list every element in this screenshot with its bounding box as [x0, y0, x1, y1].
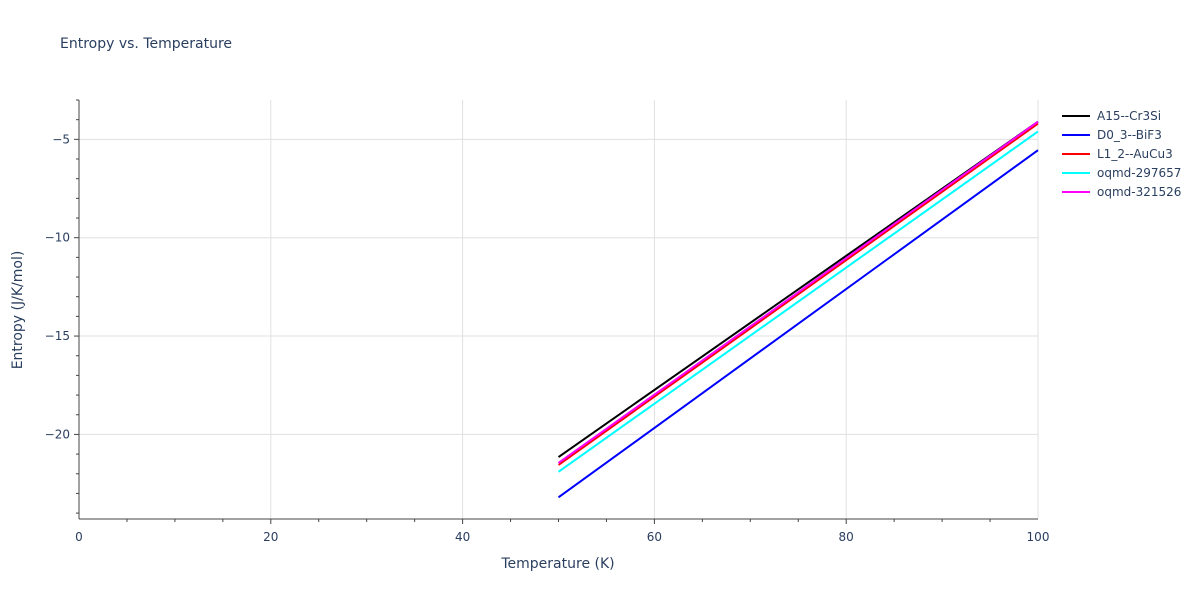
- legend-item[interactable]: oqmd-297657: [1062, 163, 1181, 182]
- x-tick-label: 20: [263, 530, 278, 544]
- x-tick-label: 0: [75, 530, 83, 544]
- series-line: [557, 130, 1039, 473]
- legend-label: A15--Cr3Si: [1097, 108, 1162, 123]
- x-tick-label: 40: [455, 530, 470, 544]
- y-tick-label: −20: [45, 427, 70, 441]
- series-line: [557, 120, 1039, 464]
- chart-title: Entropy vs. Temperature: [60, 36, 233, 52]
- legend-item[interactable]: A15--Cr3Si: [1062, 106, 1181, 125]
- y-tick-label: −15: [45, 329, 70, 343]
- y-axis-label: Entropy (J/K/mol): [10, 251, 26, 370]
- series-lines: [557, 120, 1039, 499]
- legend-item[interactable]: oqmd-321526: [1062, 182, 1181, 201]
- x-tick-label: 100: [1027, 530, 1050, 544]
- y-tick-label: −10: [45, 231, 70, 245]
- axes: 0 20 40 60 80 100 −5 −10 −15 −20: [45, 99, 1050, 544]
- legend-label: oqmd-321526: [1097, 184, 1182, 199]
- legend-swatch-icon: [1062, 114, 1090, 117]
- legend-label: L1_2--AuCu3: [1097, 146, 1173, 161]
- legend-item[interactable]: D0_3--BiF3: [1062, 125, 1181, 144]
- x-tick-label: 80: [839, 530, 854, 544]
- legend-swatch-icon: [1062, 171, 1090, 174]
- series-line: [557, 122, 1039, 466]
- x-tick-label: 60: [647, 530, 662, 544]
- legend-label: D0_3--BiF3: [1097, 127, 1162, 142]
- legend-label: oqmd-297657: [1097, 165, 1182, 180]
- legend-swatch-icon: [1062, 133, 1090, 136]
- legend-item[interactable]: L1_2--AuCu3: [1062, 144, 1181, 163]
- series-line: [557, 149, 1039, 499]
- legend-swatch-icon: [1062, 190, 1090, 193]
- legend-swatch-icon: [1062, 152, 1090, 155]
- legend: A15--Cr3Si D0_3--BiF3 L1_2--AuCu3 oqmd-2976…: [1062, 106, 1181, 201]
- y-tick-label: −5: [52, 132, 70, 146]
- x-axis-label: Temperature (K): [500, 556, 614, 572]
